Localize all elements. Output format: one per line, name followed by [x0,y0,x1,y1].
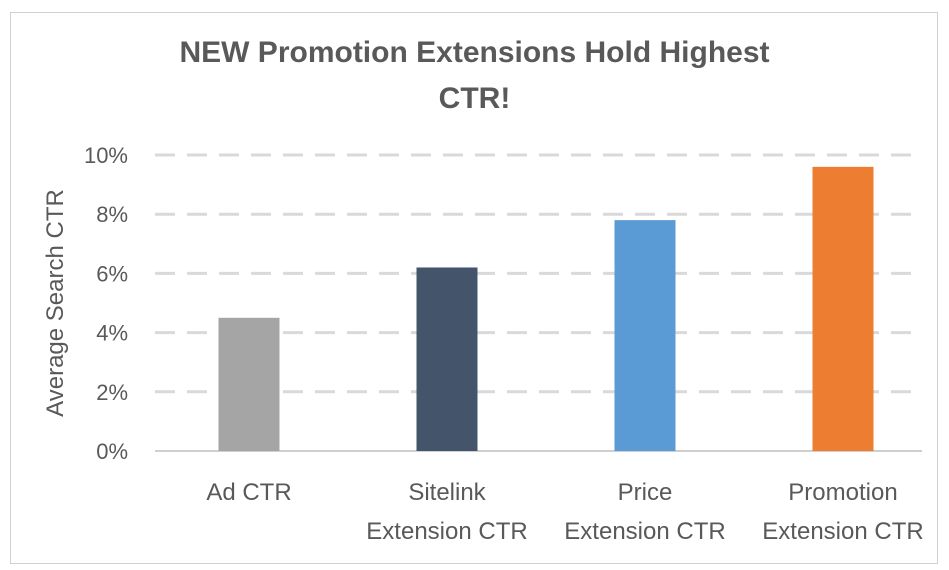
x-category-label: Extension CTR [366,518,527,545]
chart-title: NEW Promotion Extensions Hold Highest CT… [0,30,949,122]
x-category-label: Promotion [788,479,897,506]
x-category-label: Sitelink [408,479,486,506]
x-category-label: Price [618,479,673,506]
y-tick-label: 0% [96,439,128,464]
y-tick-label: 8% [96,202,128,227]
y-tick-label: 6% [96,261,128,286]
chart-title-line-2: CTR! [438,82,511,115]
bar [416,267,478,451]
x-category-label: Extension CTR [564,518,725,545]
bar [614,220,676,451]
x-category-label: Ad CTR [206,479,291,506]
y-tick-label: 4% [96,321,128,346]
y-tick-label: 10% [84,143,128,168]
bar [812,166,874,451]
x-category-label: Extension CTR [762,518,923,545]
y-axis-label: Average Search CTR [42,189,69,417]
y-tick-label: 2% [96,380,128,405]
chart-title-line-1: NEW Promotion Extensions Hold Highest [179,36,770,69]
bar [218,317,280,451]
